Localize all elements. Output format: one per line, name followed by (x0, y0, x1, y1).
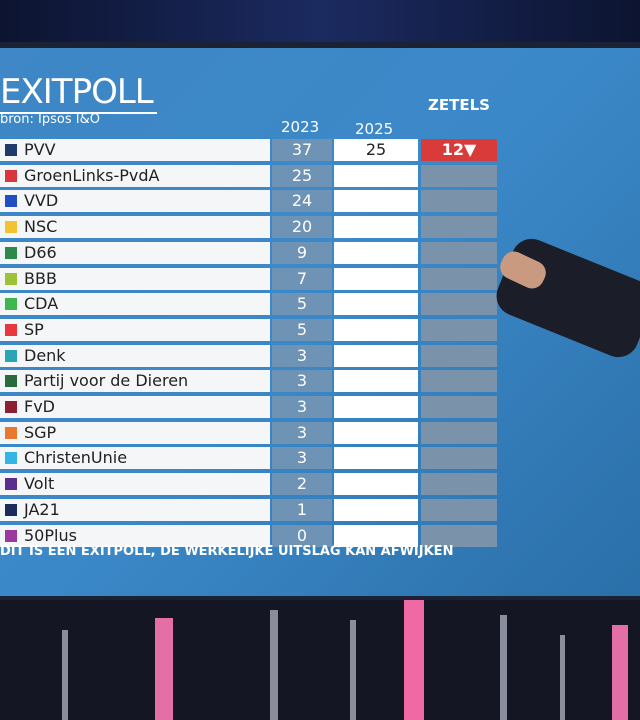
seat-change (421, 473, 497, 496)
seats-2025 (334, 216, 418, 239)
seats-2023: 5 (272, 318, 332, 341)
seats-2023: 37 (272, 139, 332, 161)
title: EXITPOLL (0, 72, 157, 114)
seat-change: 12▼ (421, 139, 497, 161)
seats-2025 (334, 396, 418, 418)
party-color (5, 195, 17, 208)
seat-change (421, 370, 497, 393)
light (350, 620, 356, 720)
seats-2025 (334, 293, 418, 316)
party-color (5, 323, 17, 336)
seats-2023: 9 (272, 241, 332, 264)
party-name: ChristenUnie (0, 447, 270, 470)
party-name: PVV (0, 139, 270, 161)
party-color (5, 529, 17, 542)
party-color (5, 401, 17, 413)
party-name: Denk (0, 344, 270, 367)
seat-change (421, 318, 497, 341)
party-color (5, 349, 17, 362)
seats-2023: 0 (272, 524, 332, 547)
seats-2025 (334, 370, 418, 393)
light (612, 625, 628, 720)
party-name: NSC (0, 216, 270, 239)
seat-change (421, 267, 497, 290)
seat-change (421, 524, 497, 547)
seats-2025 (334, 498, 418, 521)
seat-change (421, 293, 497, 316)
party-color (5, 503, 17, 516)
seats-2025 (334, 190, 418, 213)
col-2023-header: 2023 (281, 118, 320, 136)
seat-change (421, 190, 497, 213)
seats-2023: 3 (272, 370, 332, 393)
party-color (5, 426, 17, 439)
party-name: GroenLinks-PvdA (0, 164, 270, 187)
party-name: 50Plus (0, 524, 270, 547)
seats-2025 (334, 267, 418, 290)
seat-change (421, 396, 497, 418)
seats-2023: 1 (272, 498, 332, 521)
party-name: VVD (0, 190, 270, 213)
party-name: CDA (0, 293, 270, 316)
seat-change (421, 216, 497, 239)
party-name: JA21 (0, 498, 270, 521)
light (155, 618, 173, 720)
footer-note: DIT IS EEN EXITPOLL, DE WERKELIJKE UITSL… (0, 544, 454, 559)
seats-2025: 25 (334, 139, 418, 161)
party-name: D66 (0, 241, 270, 264)
light (62, 630, 68, 720)
seat-change (421, 421, 497, 444)
seat-change (421, 447, 497, 470)
col-2025-header: 2025 (355, 120, 394, 138)
seats-2023: 3 (272, 344, 332, 367)
party-color (5, 221, 17, 234)
party-name: Volt (0, 473, 270, 496)
seats-2025 (334, 524, 418, 547)
seat-change (421, 344, 497, 367)
seats-2023: 3 (272, 396, 332, 418)
seats-header: ZETELS (428, 96, 490, 114)
seats-2023: 5 (272, 293, 332, 316)
party-color (5, 298, 17, 311)
seats-2025 (334, 473, 418, 496)
source: bron: Ipsos I&O (0, 112, 100, 127)
light (560, 635, 565, 720)
party-color (5, 272, 17, 285)
party-color (5, 375, 17, 388)
light (500, 615, 507, 720)
party-name: FvD (0, 396, 270, 418)
party-name: Partij voor de Dieren (0, 370, 270, 393)
seats-2023: 20 (272, 216, 332, 239)
seats-2023: 3 (272, 421, 332, 444)
seats-2025 (334, 318, 418, 341)
seat-change (421, 241, 497, 264)
light (270, 610, 278, 720)
seats-2023: 25 (272, 164, 332, 187)
party-name: SGP (0, 421, 270, 444)
seats-2023: 7 (272, 267, 332, 290)
party-color (5, 452, 17, 465)
studio-floor (0, 600, 640, 720)
seats-2025 (334, 447, 418, 470)
party-color (5, 144, 17, 156)
party-color (5, 478, 17, 491)
seat-change (421, 164, 497, 187)
seats-2025 (334, 421, 418, 444)
studio-top (0, 0, 640, 42)
seats-2023: 2 (272, 473, 332, 496)
seats-2023: 3 (272, 447, 332, 470)
seats-2025 (334, 241, 418, 264)
party-color (5, 169, 17, 182)
seats-2025 (334, 344, 418, 367)
light (404, 600, 424, 720)
seats-2023: 24 (272, 190, 332, 213)
party-color (5, 246, 17, 259)
party-name: BBB (0, 267, 270, 290)
party-name: SP (0, 318, 270, 341)
seat-change (421, 498, 497, 521)
seats-2025 (334, 164, 418, 187)
